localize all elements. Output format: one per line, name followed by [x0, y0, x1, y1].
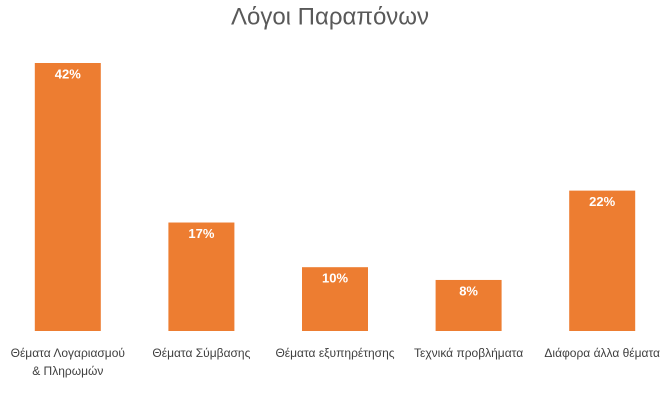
bar [435, 279, 502, 331]
bar [302, 267, 368, 331]
bar [168, 222, 235, 331]
x-tick-label: Διάφορα άλλα θέματα [544, 346, 660, 360]
bar [34, 63, 101, 331]
chart-title: Λόγοι Παραπόνων [231, 3, 429, 30]
bar [569, 190, 636, 331]
x-tick-label: Θέματα εξυπηρέτησης [275, 346, 395, 360]
x-tick-label: Τεχνικά προβλήματα [414, 346, 524, 360]
value-label: 42% [55, 66, 81, 81]
value-label: 22% [589, 194, 615, 209]
x-tick-label: Θέματα Λογαριασμού & Πληρωμών [10, 346, 125, 378]
value-label: 17% [188, 226, 214, 241]
value-label: 10% [322, 271, 348, 286]
x-tick-label: Θέματα Σύμβασης [152, 346, 251, 360]
value-label: 8% [459, 283, 478, 298]
